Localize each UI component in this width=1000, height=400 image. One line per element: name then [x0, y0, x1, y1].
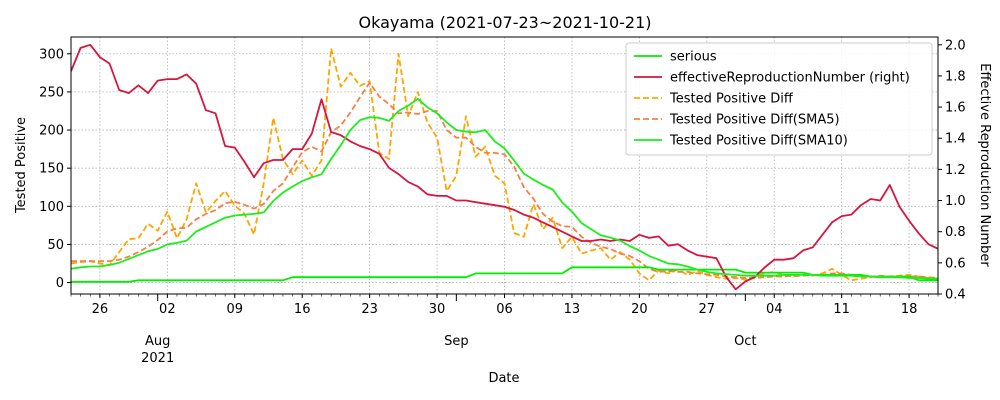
- x-major-tick-sublabel: 2021: [141, 351, 174, 366]
- series-line-5: [71, 97, 938, 280]
- series-line-2: [71, 43, 938, 291]
- y-left-tick-label: 300: [39, 47, 64, 62]
- x-minor-tick-label: 26: [92, 302, 109, 317]
- y-right-tick-label: 1.4: [945, 132, 966, 147]
- x-minor-tick-label: 20: [631, 302, 648, 317]
- y-right-tick-label: 0.4: [945, 288, 966, 303]
- series-layer: [71, 43, 938, 291]
- x-minor-tick-label: 02: [159, 302, 176, 317]
- x-major-tick-label: Sep: [444, 334, 469, 349]
- legend-entry-label: Tested Positive Diff(SMA10): [669, 134, 848, 149]
- x-major-tick-label: Oct: [734, 334, 756, 349]
- legend-box: [625, 42, 933, 156]
- y-axis-left-title: Tested Positive: [14, 117, 29, 214]
- y-right-tick-label: 0.6: [945, 256, 966, 271]
- chart-title: Okayama (2021-07-23~2021-10-21): [359, 13, 652, 32]
- x-minor-tick-label: 09: [226, 302, 243, 317]
- y-left-tick-label: 200: [39, 124, 64, 139]
- x-minor-tick-label: 11: [833, 302, 850, 317]
- y-right-tick-label: 1.2: [945, 163, 966, 178]
- series-line-3: [71, 47, 938, 282]
- x-minor-tick-label: 13: [564, 302, 581, 317]
- x-minor-tick-label: 27: [699, 302, 716, 317]
- y-right-tick-label: 1.0: [945, 194, 966, 209]
- legend: serious effectiveReproductionNumber (righ…: [625, 42, 933, 156]
- x-major-tick-label: Aug: [145, 334, 170, 349]
- y-axis-right-title: Effective Reproduction Number: [977, 63, 992, 267]
- y-left-tick-label: 250: [39, 85, 64, 100]
- x-minor-tick-label: 18: [901, 302, 918, 317]
- y-right-tick-label: 2.0: [945, 38, 966, 53]
- x-minor-tick-label: 23: [361, 302, 378, 317]
- y-right-tick-label: 1.8: [945, 69, 966, 84]
- y-right-tick-label: 0.8: [945, 225, 966, 240]
- y-left-tick-label: 150: [39, 162, 64, 177]
- legend-entry-label: Tested Positive Diff(SMA5): [669, 113, 840, 128]
- series-line-1: [71, 266, 938, 283]
- y-left-tick-label: 100: [39, 200, 64, 215]
- legend-entry-label: Tested Positive Diff: [669, 92, 794, 107]
- y-left-tick-label: 0: [56, 276, 64, 291]
- x-minor-tick-label: 04: [766, 302, 783, 317]
- y-left-tick-label: 50: [47, 238, 64, 253]
- x-axis-title: Date: [488, 371, 519, 386]
- axes: 0 50 100 150 200 250 300 0.4 0.6 0.8 1.0 1.2 1.4 1.6 1…: [39, 38, 966, 366]
- legend-entry-label: serious: [670, 50, 717, 65]
- legend-entry-label: effectiveReproductionNumber (right): [670, 71, 910, 86]
- y-right-tick-label: 1.6: [945, 101, 966, 116]
- x-minor-tick-label: 06: [496, 302, 513, 317]
- x-minor-tick-label: 30: [429, 302, 446, 317]
- x-minor-tick-label: 16: [294, 302, 311, 317]
